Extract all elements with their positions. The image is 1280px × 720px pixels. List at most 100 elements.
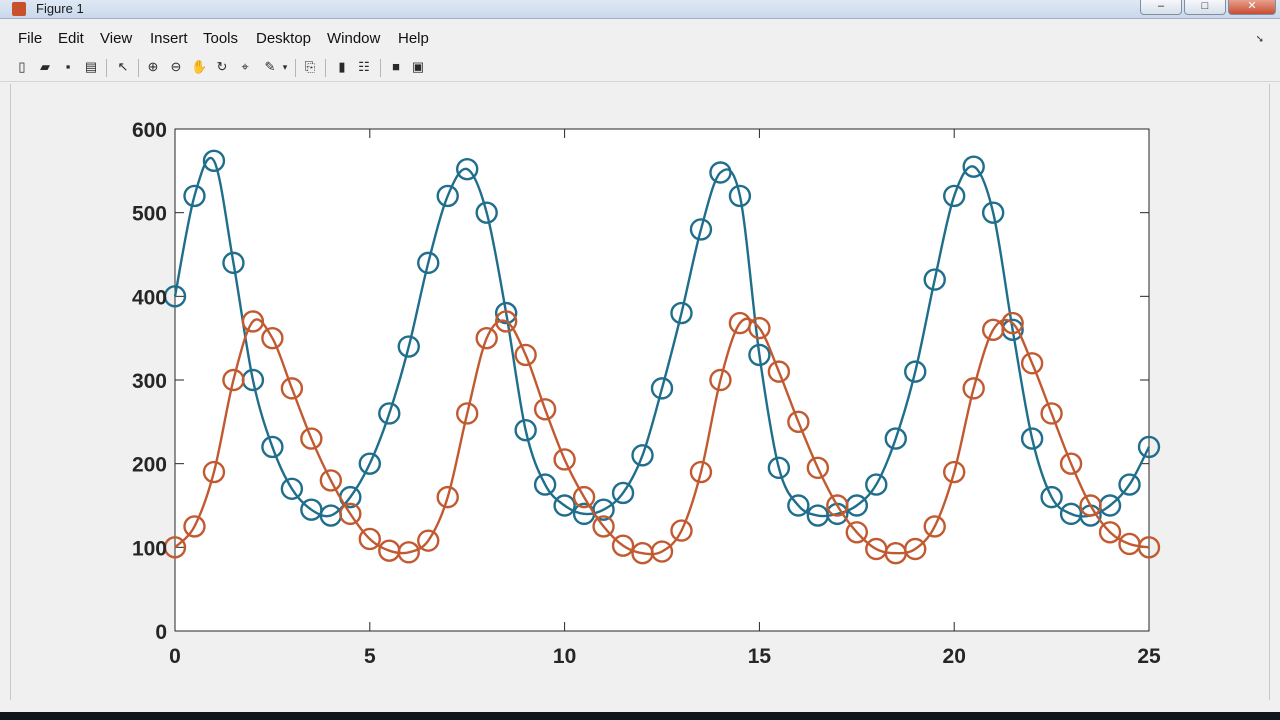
data-point-marker: [650, 540, 674, 563]
data-point-marker: [767, 360, 791, 383]
data-point-marker: [650, 377, 674, 400]
data-cursor-icon[interactable]: ⌖: [241, 59, 249, 74]
data-point-marker: [1020, 352, 1044, 375]
toolbar-separator: [325, 59, 326, 77]
menu-edit[interactable]: Edit: [58, 30, 84, 47]
data-point-marker: [1020, 427, 1044, 450]
save-icon[interactable]: ▪: [65, 59, 71, 74]
hand-pan-icon[interactable]: ✋: [191, 59, 208, 74]
menu-desktop[interactable]: Desktop: [256, 30, 312, 47]
data-point-marker: [494, 310, 518, 333]
plot-area[interactable]: 0 5 10 15 20 25 0 100 200 300 400 500 600: [11, 84, 1269, 700]
data-point-marker: [1059, 452, 1083, 475]
data-point-marker: [631, 444, 654, 467]
printer-icon[interactable]: ▤: [84, 59, 98, 74]
maximize-button[interactable]: □: [1184, 0, 1226, 15]
toolbar-separator: [138, 59, 139, 77]
data-point-marker: [592, 515, 615, 538]
y-tick-label: 500: [132, 203, 167, 226]
menu-window[interactable]: Window: [327, 30, 381, 47]
link-plot-icon[interactable]: ⎘: [304, 59, 316, 74]
data-point-marker: [358, 527, 381, 551]
data-point-marker: [962, 155, 985, 178]
y-tick-label: 200: [132, 454, 167, 477]
data-point-marker: [397, 541, 420, 564]
data-point-marker: [553, 494, 576, 517]
data-point-marker: [358, 452, 381, 475]
data-point-marker: [981, 318, 1005, 342]
close-button[interactable]: ✕: [1228, 0, 1276, 15]
data-point-marker: [241, 310, 265, 333]
data-point-marker: [1137, 435, 1161, 459]
data-point-marker: [787, 494, 810, 517]
data-point-marker: [397, 335, 420, 358]
data-point-marker: [417, 529, 440, 552]
brush-dropdown-icon[interactable]: ▾: [282, 62, 288, 72]
data-point-marker: [494, 301, 518, 325]
x-tick-label: 25: [1137, 645, 1161, 668]
tick-labels: 0 5 10 15 20 25 0 100 200 300 400 500 600: [132, 119, 1161, 668]
rotate-icon[interactable]: ↻: [216, 59, 228, 74]
data-point-marker: [904, 537, 927, 561]
data-point-marker: [611, 534, 635, 557]
hide-tools-icon[interactable]: ■: [392, 59, 400, 74]
data-point-marker: [923, 268, 946, 291]
data-point-marker: [592, 498, 615, 521]
x-tick-label: 5: [364, 645, 376, 668]
menu-insert[interactable]: Insert: [150, 30, 188, 47]
data-point-marker: [748, 316, 771, 340]
toolbar-separator: [106, 59, 107, 77]
data-point-marker: [767, 456, 791, 480]
minimize-button[interactable]: –: [1140, 0, 1182, 15]
data-point-marker: [514, 343, 537, 367]
data-point-marker: [553, 448, 576, 471]
folder-open-icon[interactable]: ▰: [40, 59, 50, 74]
data-point-marker: [904, 360, 927, 383]
window-title: Figure 1: [36, 1, 84, 16]
y-tick-label: 600: [132, 119, 167, 142]
pointer-arrow-icon[interactable]: ↖: [117, 59, 129, 74]
x-tick-label: 0: [169, 645, 181, 668]
data-point-marker: [1001, 311, 1024, 335]
new-file-icon[interactable]: ▯: [18, 59, 26, 74]
data-point-marker: [436, 485, 459, 509]
data-point-marker: [475, 326, 498, 350]
menu-tools[interactable]: Tools: [203, 30, 239, 47]
data-point-marker: [709, 161, 732, 184]
series-2: [163, 310, 1161, 565]
data-point-marker: [514, 419, 537, 442]
data-point-marker: [826, 494, 849, 517]
legend-icon[interactable]: ☷: [358, 59, 370, 74]
data-point-marker: [533, 473, 557, 496]
data-point-marker: [943, 184, 966, 208]
data-point-marker: [981, 201, 1005, 224]
axes-box: [174, 128, 1150, 632]
menu-dock-arrow-icon[interactable]: ➘: [1255, 34, 1264, 45]
menu-file[interactable]: File: [18, 30, 43, 47]
y-tick-label: 400: [132, 286, 167, 309]
data-point-marker: [611, 481, 635, 505]
data-point-marker: [865, 473, 888, 496]
colorbar-icon[interactable]: ▮: [338, 59, 346, 74]
menu-help[interactable]: Help: [398, 30, 429, 47]
zoom-in-icon[interactable]: ⊕: [147, 59, 159, 74]
data-point-marker: [319, 469, 343, 492]
show-tools-icon[interactable]: ▣: [411, 59, 425, 74]
zoom-out-icon[interactable]: ⊖: [170, 59, 182, 74]
data-point-marker: [962, 377, 985, 400]
data-point-marker: [183, 184, 206, 208]
menu-view[interactable]: View: [100, 30, 133, 47]
data-point-marker: [1040, 402, 1063, 425]
data-point-marker: [709, 368, 732, 392]
data-point-marker: [456, 402, 479, 425]
axis-ticks: [174, 128, 1150, 632]
data-point-marker: [748, 343, 771, 367]
y-tick-label: 300: [132, 370, 167, 393]
brush-icon[interactable]: ✎: [264, 59, 276, 74]
x-tick-label: 15: [748, 645, 772, 668]
data-point-marker: [787, 410, 810, 434]
data-point-marker: [261, 326, 284, 350]
title-bar[interactable]: Figure 1 – □ ✕: [0, 0, 1280, 19]
data-point-marker: [163, 536, 187, 559]
